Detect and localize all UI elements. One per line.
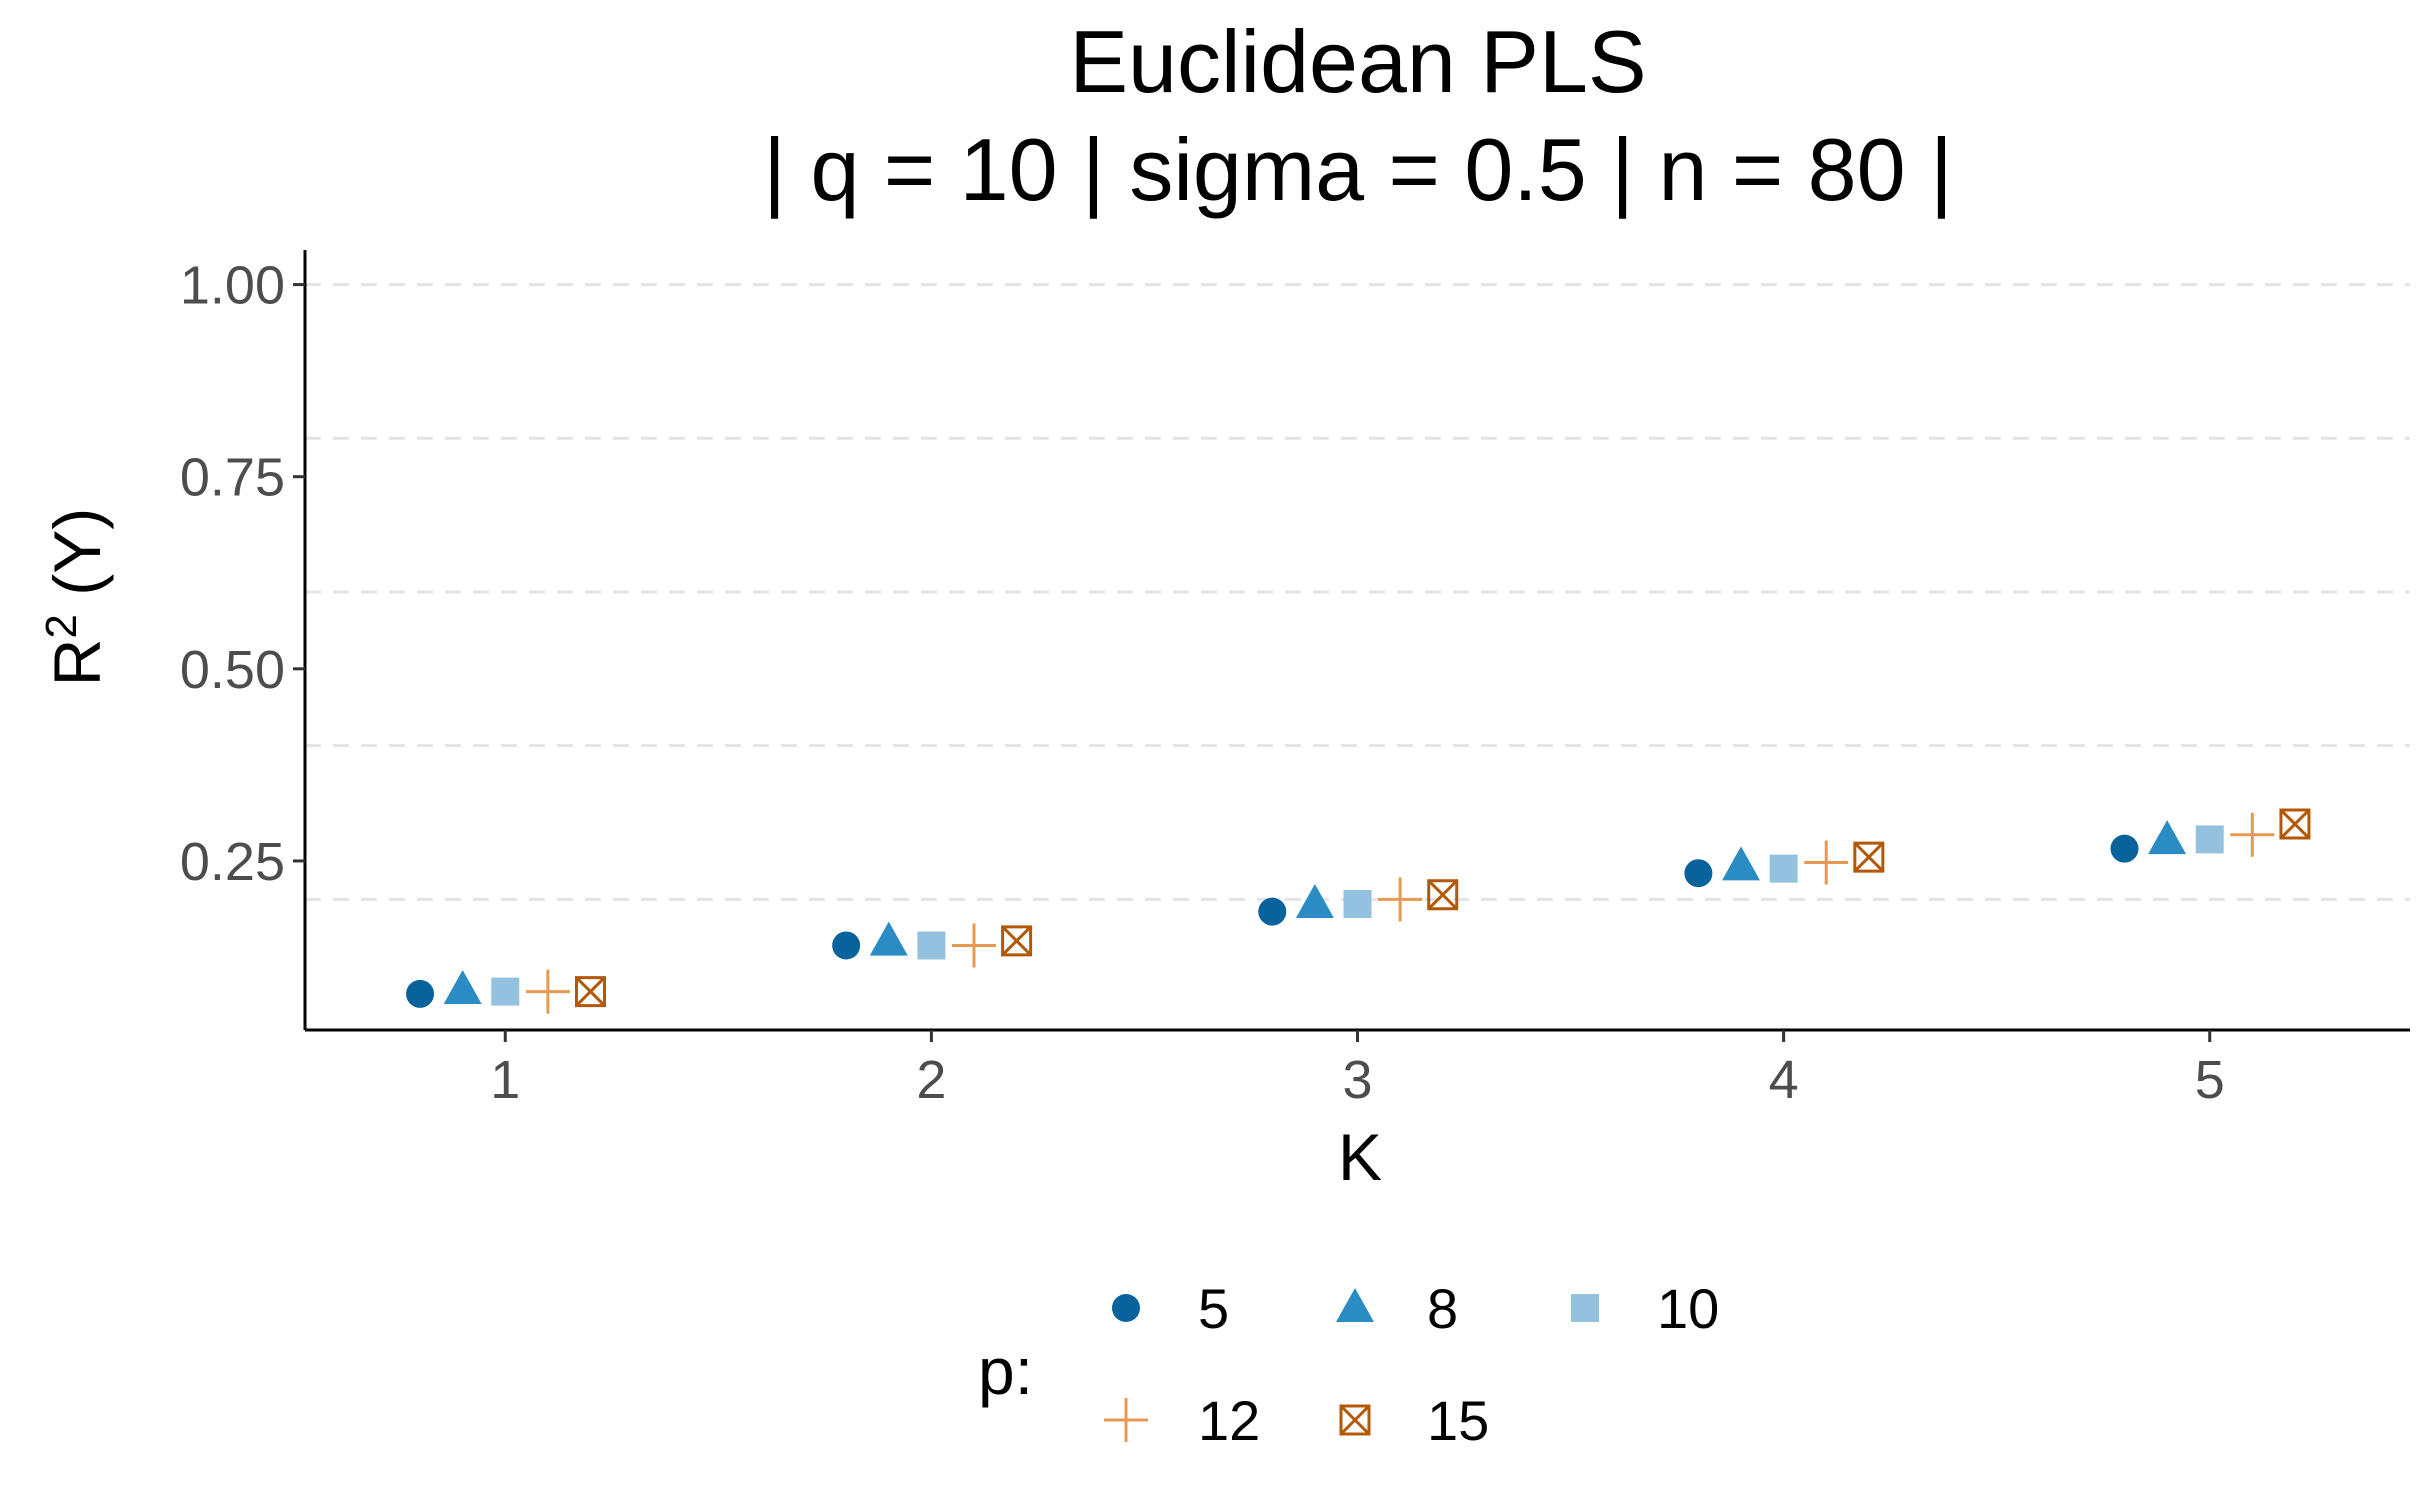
x-tick-label-0: 1	[490, 1050, 520, 1110]
point-p15-k2	[1001, 925, 1033, 957]
point-p10-k5	[2195, 825, 2224, 854]
point-p5-k1	[406, 979, 435, 1008]
point-p8-k3	[1295, 883, 1334, 918]
y-tick-label-2: 0.75	[180, 448, 285, 508]
y-axis-ticks: 0.25 0.50 0.75 1.00	[180, 256, 305, 892]
point-p5-k4	[1684, 859, 1713, 888]
y-axis-title: R2 (Y)	[37, 508, 115, 686]
point-p12-k1	[525, 969, 570, 1014]
grid-lines	[305, 283, 2410, 901]
y-tick-label-1: 0.50	[180, 640, 285, 700]
point-p12-k3	[1378, 877, 1423, 922]
legend-key-15	[1339, 1404, 1371, 1436]
point-p5-k2	[832, 931, 861, 960]
x-axis-title: K	[1338, 1120, 1382, 1194]
legend: p: 5 8 10 12 15	[978, 1277, 1719, 1452]
y-axis-title-superscript: 2	[37, 614, 86, 638]
x-tick-label-2: 3	[1342, 1050, 1372, 1110]
legend-label-15: 15	[1427, 1389, 1489, 1452]
point-p5-k5	[2110, 834, 2139, 863]
y-axis-title-base: R	[40, 639, 114, 687]
point-p5-k3	[1258, 897, 1287, 926]
point-p8-k5	[2148, 820, 2187, 855]
legend-label-12: 12	[1198, 1389, 1260, 1452]
point-p12-k4	[1804, 840, 1849, 885]
point-p15-k5	[2279, 808, 2311, 840]
point-p15-k3	[1427, 879, 1459, 911]
point-p15-k1	[574, 976, 606, 1008]
chart-subtitle: | q = 10 | sigma = 0.5 | n = 80 |	[763, 120, 1953, 219]
point-p10-k1	[491, 977, 520, 1006]
point-p10-k2	[917, 931, 946, 960]
point-p15-k4	[1853, 841, 1885, 873]
y-tick-label-0: 0.25	[180, 832, 285, 892]
point-p8-k1	[443, 970, 482, 1005]
data-points	[406, 808, 2311, 1014]
x-tick-label-4: 5	[2195, 1050, 2225, 1110]
x-tick-label-1: 2	[916, 1050, 946, 1110]
legend-label-5: 5	[1198, 1277, 1229, 1340]
point-p10-k4	[1769, 854, 1798, 883]
chart-title: Euclidean PLS	[1069, 12, 1646, 111]
legend-key-8	[1336, 1288, 1374, 1322]
point-p12-k2	[951, 923, 996, 968]
y-axis-title-rest: (Y)	[40, 508, 114, 614]
point-p8-k4	[1722, 846, 1761, 881]
point-p12-k5	[2230, 812, 2275, 857]
legend-title: p:	[978, 1334, 1033, 1408]
legend-key-12	[1104, 1398, 1148, 1442]
x-axis-ticks: 1 2 3 4 5	[490, 1030, 2225, 1110]
legend-label-10: 10	[1657, 1277, 1719, 1340]
legend-label-8: 8	[1427, 1277, 1458, 1340]
point-p8-k2	[869, 921, 908, 956]
x-tick-label-3: 4	[1769, 1050, 1799, 1110]
legend-key-5	[1112, 1294, 1140, 1322]
y-tick-label-3: 1.00	[180, 256, 285, 316]
point-p10-k3	[1343, 889, 1372, 918]
legend-key-10	[1571, 1294, 1599, 1322]
